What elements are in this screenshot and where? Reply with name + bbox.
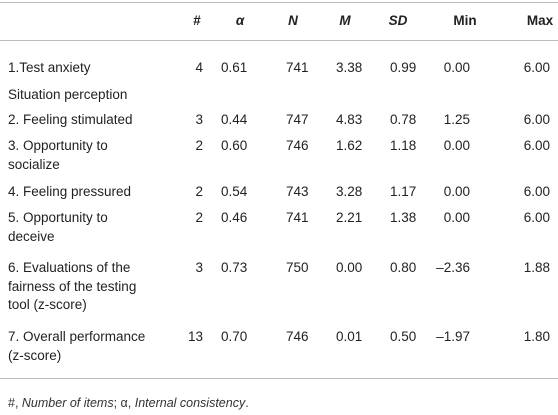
row-label: 6. Evaluations of the [8, 260, 131, 275]
cell: 4 [195, 60, 203, 75]
cell: 0.73 [221, 260, 248, 275]
cell: 0.61 [221, 60, 248, 75]
cell: 0.99 [390, 60, 417, 75]
cell: 0.70 [221, 329, 248, 344]
footnote: #, Number of items; α, Internal consiste… [8, 394, 249, 412]
cell: 4.83 [336, 112, 363, 127]
column-header: N [288, 13, 298, 28]
column-header: Max [526, 13, 554, 28]
header-rule [0, 40, 558, 41]
cell: 746 [286, 329, 309, 344]
cell: 741 [286, 60, 309, 75]
row-label: 1.Test anxiety [8, 60, 91, 75]
top-rule [0, 2, 558, 3]
cell: 2.21 [336, 210, 363, 225]
cell: 1.25 [443, 112, 470, 127]
row-label: (z-score) [8, 347, 62, 363]
section-label: Situation perception [8, 87, 128, 102]
cell: 0.00 [443, 138, 470, 153]
row-label: 2. Feeling stimulated [8, 112, 133, 127]
footnote-part: #, [8, 396, 22, 410]
bottom-rule [0, 378, 558, 379]
cell: 0.54 [221, 184, 248, 199]
cell: 0.60 [221, 138, 248, 153]
row-label: socialize [8, 156, 60, 172]
cell: 0.00 [443, 60, 470, 75]
cell: 0.78 [390, 112, 417, 127]
column-header: Min [453, 13, 477, 28]
row-label: fairness of the testing [8, 278, 137, 294]
column-header: # [193, 13, 201, 28]
cell: 1.62 [336, 138, 363, 153]
cell: 743 [286, 184, 309, 199]
row-label: tool (z-score) [8, 297, 87, 312]
footnote-part: Number of items [21, 396, 114, 410]
cell: 1.80 [523, 329, 550, 344]
row-label: 3. Opportunity to [8, 138, 108, 153]
cell: 6.00 [523, 60, 550, 75]
cell: 746 [286, 138, 309, 153]
cell: 3 [195, 112, 203, 127]
cell: 6.00 [523, 210, 550, 225]
cell: 2 [195, 210, 203, 225]
row-label: deceive [8, 228, 55, 244]
footnote-part: ; α, [113, 396, 135, 410]
cell: 0.80 [390, 260, 417, 275]
cell: 2 [195, 184, 203, 199]
column-header: M [339, 13, 351, 28]
cell: –2.36 [436, 260, 470, 275]
row-label: 5. Opportunity to [8, 210, 108, 225]
cell: 0.44 [221, 112, 248, 127]
cell: 6.00 [523, 112, 550, 127]
cell: –1.97 [436, 329, 470, 344]
cell: 0.50 [390, 329, 417, 344]
cell: 750 [286, 260, 309, 275]
row-label: 7. Overall performance [8, 329, 146, 344]
cell: 0.00 [443, 210, 470, 225]
column-header: α [235, 13, 245, 28]
cell: 6.00 [523, 184, 550, 199]
cell: 0.46 [221, 210, 248, 225]
footnote-part: . [245, 396, 249, 410]
cell: 741 [286, 210, 309, 225]
cell: 3.28 [336, 184, 363, 199]
cell: 1.18 [390, 138, 417, 153]
cell: 13 [187, 329, 203, 344]
cell: 1.17 [390, 184, 417, 199]
row-label: 4. Feeling pressured [8, 184, 132, 199]
cell: 1.38 [390, 210, 417, 225]
cell: 0.00 [336, 260, 363, 275]
cell: 2 [195, 138, 203, 153]
cell: 1.88 [523, 260, 550, 275]
cell: 0.00 [443, 184, 470, 199]
column-header: SD [388, 13, 408, 28]
footnote-part: Internal consistency [134, 396, 246, 410]
cell: 6.00 [523, 138, 550, 153]
cell: 0.01 [336, 329, 363, 344]
cell: 3.38 [336, 60, 363, 75]
cell: 3 [195, 260, 203, 275]
cell: 747 [286, 112, 309, 127]
